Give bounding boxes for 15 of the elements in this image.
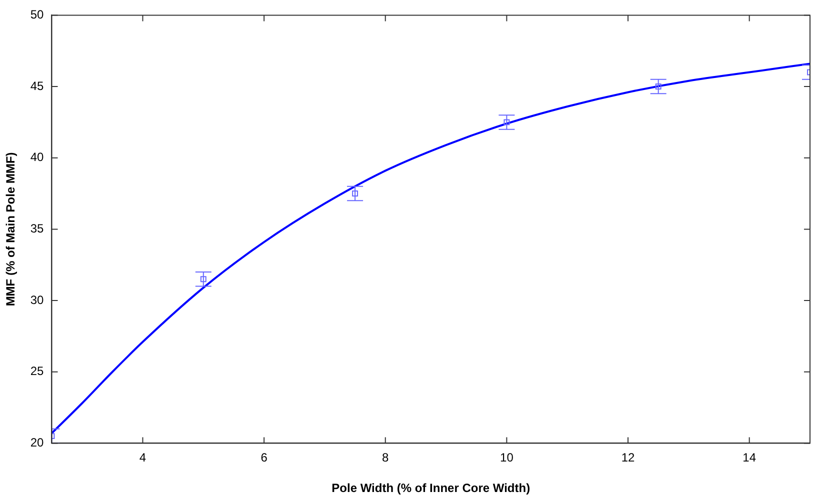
y-tick-label: 40 <box>30 150 44 164</box>
y-tick-label: 50 <box>30 8 44 22</box>
x-axis-title: Pole Width (% of Inner Core Width) <box>332 481 530 496</box>
x-tick-label: 8 <box>382 450 390 465</box>
y-tick-label: 35 <box>30 222 44 236</box>
y-axis-title: MMF (% of Main Pole MMF) <box>4 152 18 306</box>
x-tick-label: 12 <box>621 450 636 465</box>
x-tick-label: 6 <box>260 450 268 465</box>
x-tick-label: 4 <box>139 450 146 465</box>
y-tick-label: 20 <box>30 436 44 450</box>
x-tick-label: 14 <box>742 450 756 465</box>
y-tick-label: 30 <box>30 292 44 307</box>
x-tick-label: 10 <box>500 450 514 465</box>
y-tick-label: 45 <box>30 78 44 93</box>
y-tick-label: 25 <box>30 364 44 378</box>
